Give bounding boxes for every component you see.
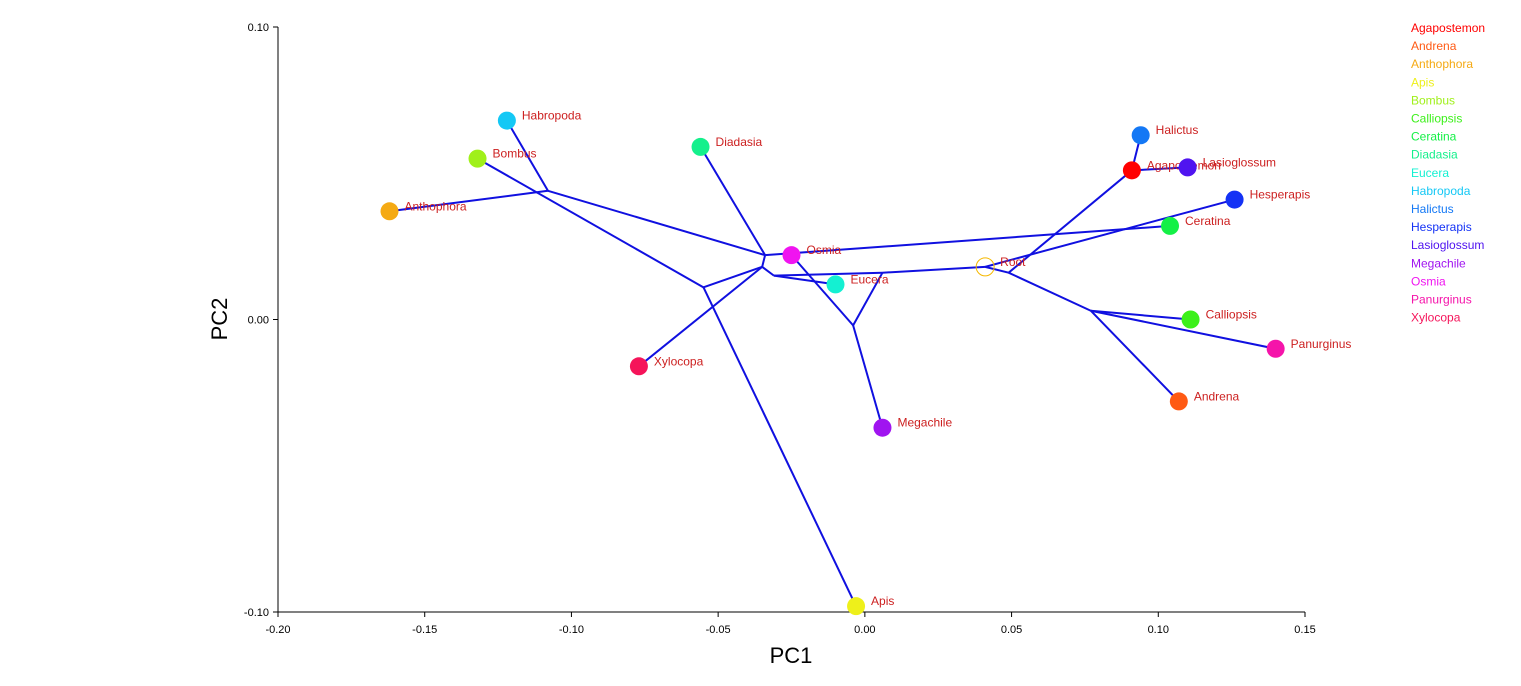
taxon-label: Osmia bbox=[807, 243, 842, 257]
tree-branch bbox=[638, 266, 763, 368]
x-tick-label: -0.05 bbox=[706, 624, 731, 636]
taxa-points: AgapostemonAndrenaAnthophoraApisBombusCa… bbox=[380, 109, 1352, 616]
tree-branch bbox=[547, 189, 766, 257]
legend-entry: Diadasia bbox=[1411, 148, 1458, 162]
legend-entry: Xylocopa bbox=[1411, 311, 1461, 325]
x-axis-title: PC1 bbox=[770, 643, 813, 668]
x-tick-label: -0.20 bbox=[265, 624, 290, 636]
legend-entry: Megachile bbox=[1411, 256, 1466, 270]
taxon-label: Lasioglossum bbox=[1203, 155, 1276, 169]
taxon-point bbox=[497, 111, 516, 130]
tree-branch bbox=[1007, 169, 1133, 274]
x-tick-label: -0.15 bbox=[412, 624, 437, 636]
taxon-point bbox=[1122, 161, 1141, 180]
tree-branch bbox=[984, 265, 1009, 274]
taxon-point bbox=[380, 202, 399, 221]
taxon-point bbox=[1181, 310, 1200, 329]
tree-branch bbox=[761, 254, 767, 268]
x-tick-label: -0.10 bbox=[559, 624, 584, 636]
taxon-label: Halictus bbox=[1156, 123, 1199, 137]
taxon-label: Bombus bbox=[493, 147, 537, 161]
taxon-point bbox=[782, 246, 801, 265]
tree-branch bbox=[773, 271, 883, 277]
legend-entry: Andrena bbox=[1411, 39, 1457, 53]
legend-entry: Apis bbox=[1411, 75, 1434, 89]
tree-branch bbox=[389, 189, 549, 213]
taxon-label: Panurginus bbox=[1291, 337, 1352, 351]
taxon-point bbox=[1169, 392, 1188, 411]
tree-branch bbox=[882, 265, 986, 274]
tree-branch bbox=[761, 266, 775, 277]
taxon-label: Calliopsis bbox=[1206, 308, 1257, 322]
root-label: Root bbox=[1000, 255, 1026, 269]
taxon-point bbox=[468, 149, 487, 168]
tree-branch bbox=[984, 198, 1235, 268]
legend-entry: Agapostemon bbox=[1411, 21, 1485, 35]
x-tick-label: 0.05 bbox=[1001, 624, 1022, 636]
tree-branches bbox=[389, 120, 1276, 607]
axes: -0.20 -0.15 -0.10 -0.05 0.00 0.05 0.10 0.15 -0.1… bbox=[244, 22, 1316, 636]
legend: Agapostemon Andrena Anthophora Apis Bombus Ca… bbox=[1411, 21, 1485, 325]
tree-branch bbox=[765, 224, 1171, 257]
y-tick-label: 0.10 bbox=[248, 22, 269, 34]
tree-branch bbox=[1090, 310, 1180, 403]
tree-branch bbox=[773, 274, 836, 286]
taxon-label: Eucera bbox=[851, 272, 889, 286]
taxon-point bbox=[873, 418, 892, 437]
taxon-point bbox=[1161, 216, 1180, 235]
taxon-point bbox=[847, 597, 866, 616]
taxon-label: Andrena bbox=[1194, 389, 1240, 403]
tree-branch bbox=[1090, 309, 1191, 321]
tree-branch bbox=[703, 265, 763, 289]
taxon-label: Anthophora bbox=[405, 199, 467, 213]
tree-branch bbox=[852, 325, 884, 429]
x-tick-label: 0.00 bbox=[854, 624, 875, 636]
legend-entry: Calliopsis bbox=[1411, 112, 1462, 126]
tree-branch bbox=[1008, 271, 1092, 312]
taxon-label: Xylocopa bbox=[654, 354, 704, 368]
legend-entry: Eucera bbox=[1411, 166, 1449, 180]
legend-entry: Ceratina bbox=[1411, 130, 1457, 144]
taxon-point bbox=[1266, 339, 1285, 358]
tree-branch bbox=[506, 120, 549, 192]
legend-entry: Panurginus bbox=[1411, 293, 1472, 307]
x-tick-label: 0.10 bbox=[1148, 624, 1169, 636]
taxon-point bbox=[826, 275, 845, 294]
tree-branch bbox=[477, 157, 704, 289]
taxon-label: Megachile bbox=[897, 416, 952, 430]
legend-entry: Habropoda bbox=[1411, 184, 1471, 198]
taxon-label: Apis bbox=[871, 594, 894, 608]
taxon-point bbox=[1131, 126, 1150, 145]
taxon-point bbox=[629, 357, 648, 376]
tree-branch bbox=[1131, 166, 1188, 172]
legend-entry: Halictus bbox=[1411, 202, 1454, 216]
tree-branch bbox=[852, 272, 884, 326]
legend-entry: Osmia bbox=[1411, 274, 1446, 288]
tree-branch bbox=[790, 254, 854, 327]
taxon-label: Ceratina bbox=[1185, 214, 1231, 228]
taxon-label: Hesperapis bbox=[1250, 188, 1311, 202]
taxon-point bbox=[691, 137, 710, 156]
taxon-label: Habropoda bbox=[522, 109, 582, 123]
taxon-point bbox=[1225, 190, 1244, 209]
taxon-label: Diadasia bbox=[716, 135, 763, 149]
tree-branch bbox=[702, 286, 857, 607]
root-point bbox=[975, 257, 995, 277]
tree-branch bbox=[699, 146, 766, 256]
taxon-point bbox=[1178, 158, 1197, 177]
y-tick-label: -0.10 bbox=[244, 607, 269, 619]
legend-entry: Bombus bbox=[1411, 93, 1455, 107]
y-tick-label: 0.00 bbox=[248, 315, 269, 327]
legend-entry: Hesperapis bbox=[1411, 220, 1472, 234]
x-tick-label: 0.15 bbox=[1294, 624, 1315, 636]
y-axis-title: PC2 bbox=[207, 298, 232, 341]
legend-entry: Anthophora bbox=[1411, 57, 1473, 71]
legend-entry: Lasioglossum bbox=[1411, 238, 1484, 252]
tree-branch bbox=[1090, 309, 1276, 350]
